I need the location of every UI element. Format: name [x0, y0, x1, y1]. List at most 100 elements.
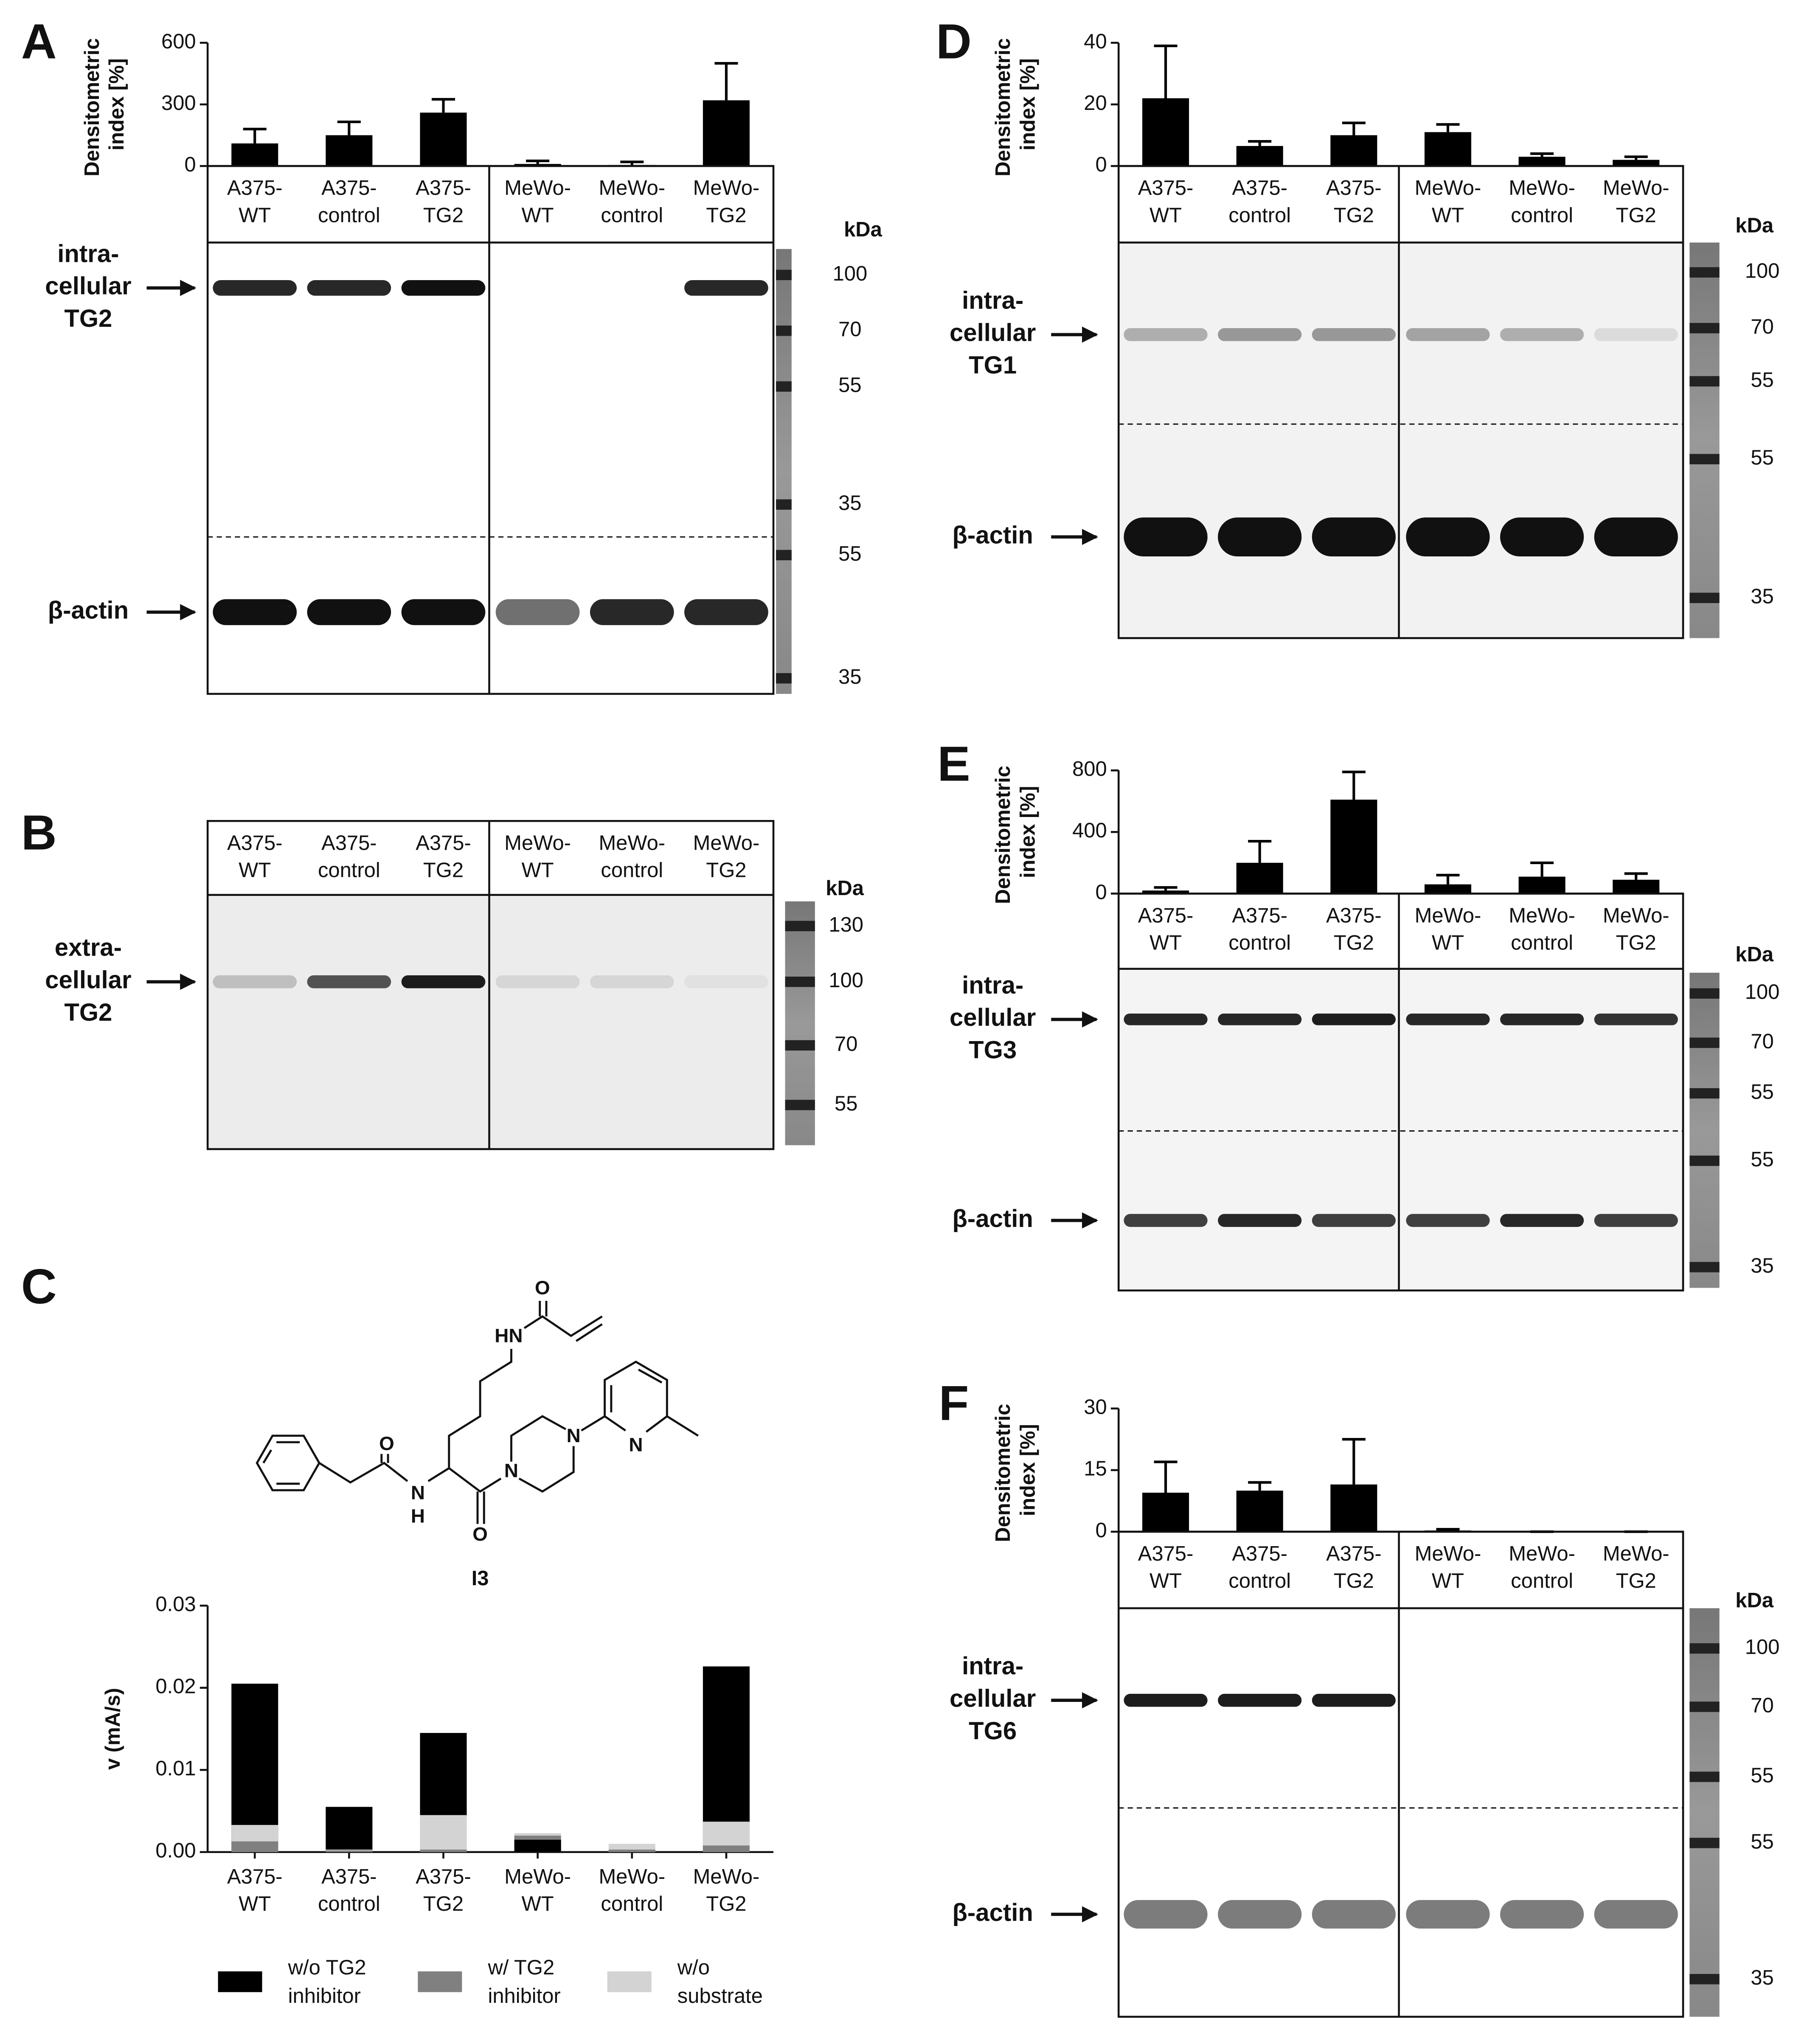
text-line: MeWo- [1603, 177, 1670, 199]
ladder-band [1689, 1643, 1720, 1654]
text-line: index [%] [1016, 786, 1039, 878]
marker-label: 70 [838, 318, 861, 341]
text-line: inhibitor [488, 1985, 560, 2008]
text-line: TG2 [1334, 204, 1374, 227]
text-line: MeWo- [599, 177, 665, 199]
error-bar [1624, 155, 1648, 160]
y-tick-label: 0 [184, 153, 196, 176]
band-label: β-actin [952, 521, 1033, 549]
legend-swatch [218, 1971, 262, 1992]
blot-frame [1117, 1530, 1684, 2018]
ladder [1689, 1608, 1720, 2017]
bar [1236, 1491, 1283, 1532]
text-line: WT [1150, 1570, 1182, 1592]
text-line: WT [522, 204, 554, 227]
text-line: TG2 [423, 859, 464, 882]
marker-label: 70 [1751, 315, 1774, 338]
text-line: v (mA/s) [101, 1688, 124, 1770]
text-line: A375- [1326, 904, 1381, 927]
blot-band [1312, 328, 1396, 341]
blot-frame [206, 820, 775, 1150]
bar [231, 1841, 278, 1852]
category-label: MeWo- WT [504, 177, 571, 227]
category-label: A375- WT [1138, 1542, 1193, 1592]
bar [1142, 1493, 1189, 1532]
bar [703, 1666, 750, 1852]
text-line: A375- [416, 1865, 471, 1888]
error-bar [1248, 840, 1272, 863]
ladder-band [785, 921, 815, 932]
atom-label: O [472, 1523, 488, 1545]
bar [420, 112, 467, 166]
text-line: WT [1432, 932, 1464, 955]
marker-label: 100 [829, 969, 863, 992]
ladder-band [776, 326, 792, 336]
ladder-band [1689, 988, 1720, 999]
marker-label: 130 [829, 913, 863, 936]
error-bar [1342, 1438, 1366, 1485]
category-label: MeWo- TG2 [1603, 904, 1670, 954]
text-line: Densitometric [992, 1398, 1015, 1542]
y-axis-label: Densitometric index [%] [992, 32, 1039, 177]
blot-band [684, 975, 768, 988]
text-line: A375- [1232, 904, 1287, 927]
text-line: Densitometric [81, 32, 104, 177]
error-bar [1436, 123, 1460, 132]
bar [420, 1815, 467, 1852]
text-line: MeWo- [1509, 177, 1575, 199]
band-label: cellular [950, 1004, 1036, 1031]
ladder-band [776, 499, 792, 510]
blot-band [1500, 517, 1584, 556]
y-tick-label: 800 [1072, 758, 1107, 781]
text-line: control [1511, 204, 1573, 227]
category-label: MeWo-control [1509, 177, 1575, 227]
y-tick-label: 600 [161, 30, 196, 53]
category-label: MeWo-control [1509, 904, 1575, 954]
category-label: MeWo- TG2 [693, 1865, 760, 1915]
category-label: A375- TG2 [416, 1865, 471, 1915]
text-line: MeWo- [1603, 904, 1670, 927]
blot-background [208, 242, 774, 694]
panel-letter: A [21, 14, 57, 69]
text-line: TG2 [423, 204, 464, 227]
bar [326, 1807, 373, 1852]
band-label: intra- [962, 286, 1023, 314]
marker-label: 35 [838, 665, 861, 688]
text-line: MeWo- [1415, 1542, 1481, 1565]
text-line: MeWo- [693, 831, 760, 854]
y-tick-label: 400 [1072, 819, 1107, 842]
marker-label: 70 [1751, 1030, 1774, 1053]
panel-letter: D [936, 14, 972, 69]
error-bar [714, 62, 738, 101]
blot-band [590, 599, 674, 625]
band-label: β-actin [48, 597, 129, 624]
blot-band [1124, 328, 1208, 341]
category-label: A375- WT [227, 1865, 282, 1915]
y-axis-label: Densitometric index [%] [81, 32, 128, 177]
blot-band [1594, 1900, 1678, 1929]
text-line: TG2 [706, 204, 746, 227]
bar [608, 1849, 655, 1852]
lane-label: A375- WT [227, 831, 282, 882]
ladder [1689, 972, 1720, 1288]
marker-label: 55 [1751, 1764, 1774, 1787]
blot-background [208, 895, 774, 1149]
text-line: WT [1432, 1570, 1464, 1592]
text-line: MeWo- [504, 177, 571, 199]
ladder-band [1689, 323, 1720, 334]
bar [326, 1850, 373, 1852]
band-label: cellular [45, 272, 131, 300]
blot-band [590, 975, 674, 988]
category-label: A375- control [318, 1865, 380, 1915]
text-line: index [%] [1016, 1424, 1039, 1516]
marker-label: 100 [833, 262, 868, 285]
blot-band [1500, 1214, 1584, 1227]
category-label: A375- control [1228, 1542, 1291, 1592]
blot-band [1124, 517, 1208, 556]
blot-band [1218, 1014, 1302, 1025]
blot-background [1119, 1608, 1684, 2017]
bar [1424, 132, 1471, 166]
category-label: MeWo- WT [504, 1865, 571, 1915]
ladder-band [1689, 1838, 1720, 1848]
